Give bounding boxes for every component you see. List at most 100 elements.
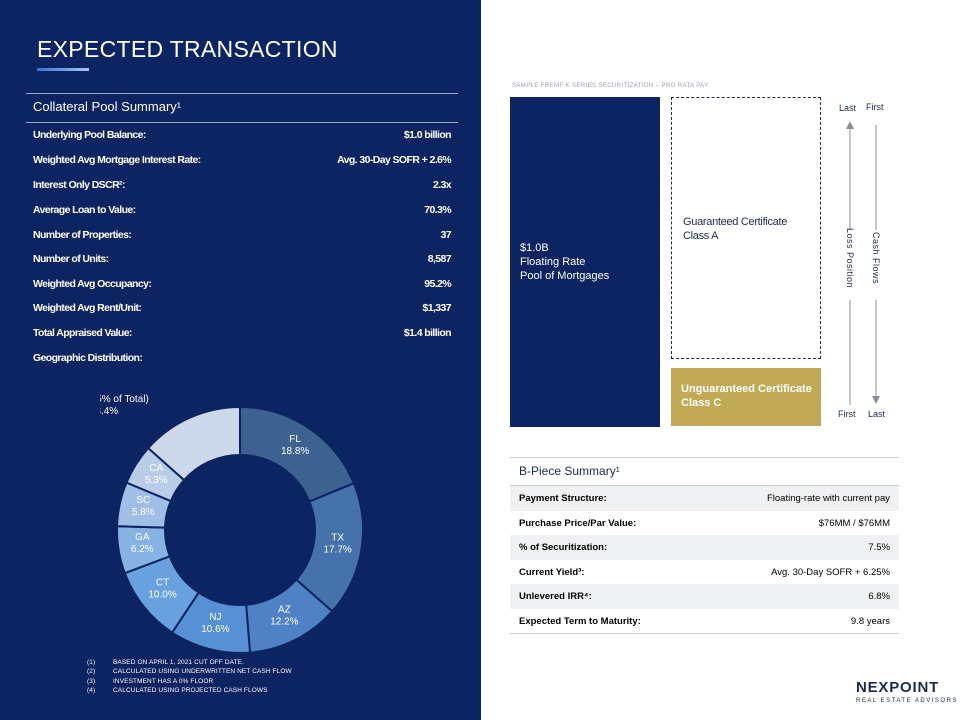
class-c-line: Class C <box>681 397 722 409</box>
b-piece-row: % of Securitization: 7.5% <box>510 535 899 560</box>
mortgage-pool-line: $1.0B <box>520 242 549 254</box>
pool-row-label: Weighted Avg Rent/Unit: <box>33 302 142 314</box>
pool-row-occupancy: Weighted Avg Occupancy: 95.2% <box>33 278 452 292</box>
mortgage-pool-box: $1.0B Floating Rate Pool of Mortgages <box>510 97 660 427</box>
cash-flows-label: Cash Flows <box>871 231 881 284</box>
b-piece-row-value: Avg. 30-Day SOFR + 6.25% <box>771 566 890 578</box>
pool-summary-header-rule <box>26 122 458 123</box>
footnote-number: (1) <box>87 659 96 666</box>
footnote-text: BASED ON APRIL 1, 2021 CUT OFF DATE. <box>113 659 244 666</box>
pool-row-value: $1.0 billion <box>403 129 452 141</box>
pool-summary-top-rule <box>26 93 458 94</box>
cash-flows-top-label: First <box>866 102 884 112</box>
cash-flows-bottom-label: Last <box>868 409 886 419</box>
cash-flows-arrowhead <box>872 396 880 404</box>
loss-position-top-label: Last <box>839 103 857 113</box>
company-logo-subtitle: REAL ESTATE ADVISORS <box>856 698 958 704</box>
pool-row-label: Number of Units: <box>33 253 109 265</box>
loss-position-label: Loss Position <box>845 228 855 289</box>
pool-row-interest-rate: Weighted Avg Mortgage Interest Rate: Avg… <box>33 154 452 168</box>
pool-row-balance: Underlying Pool Balance: $1.0 billion <box>33 129 452 143</box>
donut-slice-label: CT <box>156 578 169 589</box>
pool-row-label: Total Appraised Value: <box>33 327 132 339</box>
loss-position-bottom-label: First <box>838 409 856 419</box>
pool-row-value: 37 <box>440 229 452 241</box>
donut-slice-value: 5.3% <box>145 475 168 486</box>
pool-row-label: Weighted Avg Mortgage Interest Rate: <box>33 154 201 166</box>
pool-row-appraised-value: Total Appraised Value: $1.4 billion <box>33 327 452 341</box>
donut-slice-value: 17.7% <box>323 544 351 555</box>
footnotes: (1) BASED ON APRIL 1, 2021 CUT OFF DATE. … <box>87 658 292 695</box>
b-piece-row-value: 9.8 years <box>850 615 890 627</box>
pool-row-value: 70.3% <box>424 204 451 216</box>
donut-slice-value: 13.4% <box>100 406 118 417</box>
donut-slice-label: CA <box>149 463 163 474</box>
footnote-text: INVESTMENT HAS A 0% FLOOR <box>113 677 214 685</box>
pool-row-value: 8,587 <box>427 253 452 265</box>
b-piece-top-rule <box>510 457 899 458</box>
structure-title: SAMPLE FREMF K SERIES SECURITIZATION – P… <box>512 83 709 89</box>
donut-slice-label: NJ <box>209 612 221 623</box>
b-piece-title: B-Piece Summary¹ <box>519 464 620 478</box>
donut-slice-other-5-of-total <box>146 405 241 482</box>
footnote-number: (2) <box>87 668 96 676</box>
footnote-number: (3) <box>87 677 96 685</box>
pool-row-geographic: Geographic Distribution: <box>33 352 451 366</box>
pool-row-label: Underlying Pool Balance: <box>33 129 146 141</box>
b-piece-row: Unlevered IRR⁴: 6.8% <box>510 584 899 609</box>
b-piece-row: Purchase Price/Par Value: $76MM / $76MM <box>510 511 899 536</box>
b-piece-row-value: Floating-rate with current pay <box>766 493 890 504</box>
b-piece-row-label: % of Securitization: <box>519 542 608 553</box>
class-a-line: Guaranteed Certificate <box>683 216 788 228</box>
footnote: (4) CALCULATED USING PROJECTED CASH FLOWS <box>87 686 292 695</box>
pool-row-value: Avg. 30-Day SOFR + 2.6% <box>337 154 452 166</box>
b-piece-row-label: Unlevered IRR⁴: <box>519 591 592 602</box>
footnote: (3) INVESTMENT HAS A 0% FLOOR <box>87 677 292 686</box>
class-a-text: Guaranteed Certificate Class A <box>683 215 787 243</box>
pool-row-units: Number of Units: 8,587 <box>33 253 452 267</box>
pool-row-value: 2.3x <box>432 179 452 191</box>
footnote-number: (4) <box>87 686 96 694</box>
pool-row-rent: Weighted Avg Rent/Unit: $1,337 <box>33 302 452 316</box>
class-c-box: Unguaranteed Certificate Class C <box>671 368 821 426</box>
b-piece-row: Expected Term to Maturity: 9.8 years <box>510 609 899 634</box>
class-c-text: Unguaranteed Certificate Class C <box>681 382 812 410</box>
donut-slice-value: 10.0% <box>148 590 176 601</box>
pool-row-ltv: Average Loan to Value: 70.3% <box>33 204 452 218</box>
pool-row-dscr: Interest Only DSCR²: 2.3x <box>33 179 452 193</box>
footnote-text: CALCULATED USING PROJECTED CASH FLOWS <box>113 686 268 694</box>
pool-row-properties: Number of Properties: 37 <box>33 229 452 243</box>
donut-slice-label: AZ <box>278 604 291 615</box>
b-piece-row-label: Expected Term to Maturity: <box>519 615 641 627</box>
b-piece-row-value: 7.5% <box>868 542 890 553</box>
footnote-text: CALCULATED USING UNDERWRITTEN NET CASH F… <box>113 668 292 676</box>
pool-summary-title: Collateral Pool Summary¹ <box>33 99 182 114</box>
class-a-line: Class A <box>683 230 719 242</box>
pool-row-label: Average Loan to Value: <box>33 204 136 216</box>
b-piece-row-label: Payment Structure: <box>519 493 607 504</box>
donut-slice-value: 10.6% <box>201 624 229 635</box>
b-piece-bottom-rule <box>510 633 899 634</box>
donut-slice-value: 6.2% <box>131 544 154 555</box>
footnote: (1) BASED ON APRIL 1, 2021 CUT OFF DATE. <box>87 658 292 667</box>
mortgage-pool-line: Pool of Mortgages <box>520 270 610 282</box>
page-title: EXPECTED TRANSACTION <box>37 36 338 62</box>
donut-slice-value: 18.8% <box>281 446 309 457</box>
left-panel: EXPECTED TRANSACTION Collateral Pool Sum… <box>0 0 481 720</box>
pool-row-value: $1.4 billion <box>403 327 452 339</box>
pool-row-label: Geographic Distribution: <box>33 352 143 364</box>
class-a-box: Guaranteed Certificate Class A <box>671 97 821 359</box>
donut-slice-value: 12.2% <box>270 616 298 627</box>
pool-row-value: 95.2% <box>424 278 451 290</box>
donut-slice-label: GA <box>135 532 150 543</box>
class-c-line: Unguaranteed Certificate <box>681 383 812 395</box>
pool-row-value: $1,337 <box>422 302 451 314</box>
b-piece-header-rule <box>510 485 899 486</box>
b-piece-row-label: Current Yield³: <box>519 566 585 578</box>
b-piece-row-value: $76MM / $76MM <box>818 517 890 529</box>
pool-row-label: Number of Properties: <box>33 229 132 241</box>
footnote: (2) CALCULATED USING UNDERWRITTEN NET CAS… <box>87 667 292 676</box>
donut-slice-label: FL <box>289 434 301 445</box>
pool-row-label: Weighted Avg Occupancy: <box>33 278 152 290</box>
